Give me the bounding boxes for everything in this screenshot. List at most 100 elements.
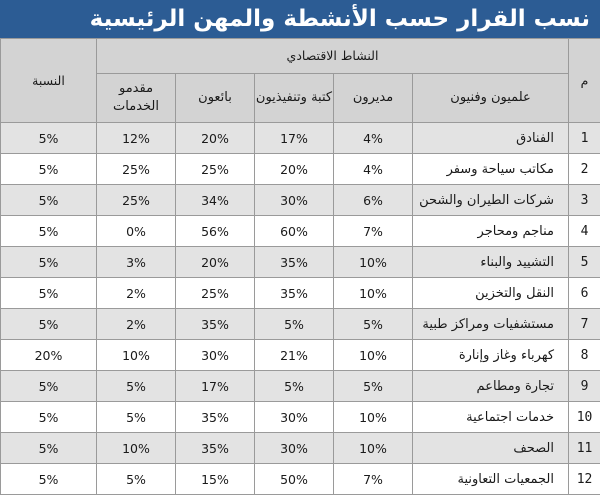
cell-managers: 21% bbox=[255, 340, 334, 371]
cell-managers: 35% bbox=[255, 278, 334, 309]
activity-name: الفنادق bbox=[413, 123, 569, 154]
header-ratio: النسبة bbox=[1, 39, 97, 123]
cell-sellers: 25% bbox=[97, 154, 176, 185]
cell-managers: 17% bbox=[255, 123, 334, 154]
header-number: م bbox=[569, 39, 600, 123]
cell-sellers: 25% bbox=[97, 185, 176, 216]
cell-clerks: 25% bbox=[176, 154, 255, 185]
row-number: 6 bbox=[569, 278, 600, 309]
cell-ratio: 5% bbox=[1, 433, 97, 464]
cell-sellers: 5% bbox=[97, 464, 176, 495]
cell-ratio: 5% bbox=[1, 371, 97, 402]
row-number: 12 bbox=[569, 464, 600, 495]
cell-clerks: 15% bbox=[176, 464, 255, 495]
cell-sellers: 5% bbox=[97, 402, 176, 433]
cell-clerks: 25% bbox=[176, 278, 255, 309]
cell-managers: 60% bbox=[255, 216, 334, 247]
cell-ratio: 20% bbox=[1, 340, 97, 371]
cell-clerks: 20% bbox=[176, 247, 255, 278]
cell-ratio: 5% bbox=[1, 185, 97, 216]
cell-ratio: 5% bbox=[1, 123, 97, 154]
cell-clerks: 30% bbox=[176, 340, 255, 371]
cell-scientists: 7% bbox=[334, 216, 413, 247]
row-number: 4 bbox=[569, 216, 600, 247]
infographic: نسب القرار حسب الأنشطة والمهن الرئيسية م… bbox=[0, 0, 600, 462]
activity-name: مناجم ومحاجر bbox=[413, 216, 569, 247]
cell-sellers: 2% bbox=[97, 309, 176, 340]
cell-clerks: 56% bbox=[176, 216, 255, 247]
cell-ratio: 5% bbox=[1, 309, 97, 340]
activity-name: الجمعيات التعاونية bbox=[413, 464, 569, 495]
cell-clerks: 34% bbox=[176, 185, 255, 216]
cell-sellers: 2% bbox=[97, 278, 176, 309]
header-activity-group: النشاط الاقتصادي bbox=[97, 39, 569, 74]
cell-sellers: 0% bbox=[97, 216, 176, 247]
cell-managers: 35% bbox=[255, 247, 334, 278]
cell-scientists: 10% bbox=[334, 340, 413, 371]
cell-managers: 30% bbox=[255, 402, 334, 433]
cell-ratio: 5% bbox=[1, 464, 97, 495]
cell-scientists: 10% bbox=[334, 247, 413, 278]
cell-managers: 5% bbox=[255, 371, 334, 402]
row-number: 5 bbox=[569, 247, 600, 278]
cell-scientists: 5% bbox=[334, 371, 413, 402]
cell-scientists: 10% bbox=[334, 433, 413, 464]
cell-scientists: 7% bbox=[334, 464, 413, 495]
activity-name: مكاتب سياحة وسفر bbox=[413, 154, 569, 185]
cell-sellers: 12% bbox=[97, 123, 176, 154]
cell-ratio: 5% bbox=[1, 247, 97, 278]
cell-sellers: 10% bbox=[97, 433, 176, 464]
row-number: 7 bbox=[569, 309, 600, 340]
row-number: 3 bbox=[569, 185, 600, 216]
header-scientists: علميون وفنيون bbox=[413, 74, 569, 123]
cell-scientists: 4% bbox=[334, 123, 413, 154]
cell-clerks: 20% bbox=[176, 123, 255, 154]
cell-managers: 50% bbox=[255, 464, 334, 495]
cell-managers: 30% bbox=[255, 433, 334, 464]
cell-ratio: 5% bbox=[1, 216, 97, 247]
activity-name: الصحف bbox=[413, 433, 569, 464]
cell-scientists: 6% bbox=[334, 185, 413, 216]
activity-name: خدمات اجتماعية bbox=[413, 402, 569, 433]
activity-name: تجارة ومطاعم bbox=[413, 371, 569, 402]
cell-scientists: 10% bbox=[334, 278, 413, 309]
cell-sellers: 5% bbox=[97, 371, 176, 402]
cell-managers: 5% bbox=[255, 309, 334, 340]
cell-ratio: 5% bbox=[1, 402, 97, 433]
data-table: م النشاط الاقتصادي النسبة علميون وفنيون … bbox=[0, 38, 600, 495]
activity-name: النقل والتخزين bbox=[413, 278, 569, 309]
header-sellers: بائعون bbox=[176, 74, 255, 123]
cell-clerks: 35% bbox=[176, 433, 255, 464]
header-row-group: م النشاط الاقتصادي النسبة bbox=[1, 39, 600, 74]
cell-sellers: 10% bbox=[97, 340, 176, 371]
activity-name: مستشفيات ومراكز طبية bbox=[413, 309, 569, 340]
cell-managers: 30% bbox=[255, 185, 334, 216]
activity-name: التشييد والبناء bbox=[413, 247, 569, 278]
row-number: 8 bbox=[569, 340, 600, 371]
header-managers: مديرون bbox=[334, 74, 413, 123]
cell-clerks: 17% bbox=[176, 371, 255, 402]
row-number: 11 bbox=[569, 433, 600, 464]
header-clerks: كتبة وتنفيذيون bbox=[255, 74, 334, 123]
cell-sellers: 3% bbox=[97, 247, 176, 278]
cell-managers: 20% bbox=[255, 154, 334, 185]
row-number: 10 bbox=[569, 402, 600, 433]
cell-ratio: 5% bbox=[1, 154, 97, 185]
cell-clerks: 35% bbox=[176, 309, 255, 340]
row-number: 2 bbox=[569, 154, 600, 185]
activity-name: كهرباء وغاز وإنارة bbox=[413, 340, 569, 371]
cell-clerks: 35% bbox=[176, 402, 255, 433]
row-number: 9 bbox=[569, 371, 600, 402]
row-number: 1 bbox=[569, 123, 600, 154]
page-title: نسب القرار حسب الأنشطة والمهن الرئيسية bbox=[0, 0, 600, 38]
